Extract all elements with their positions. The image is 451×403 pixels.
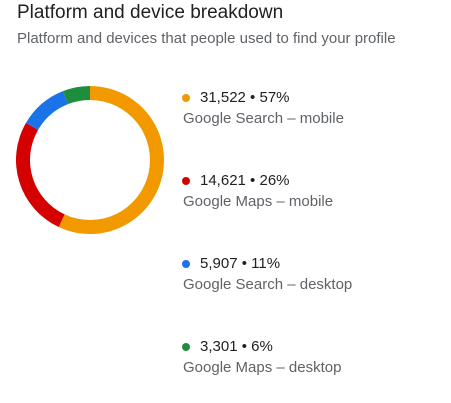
legend-value: 3,301 • 6% [200,338,273,355]
legend-item-search-desktop: 5,907 • 11% Google Search – desktop [182,252,442,300]
slice-maps-mobile [15,122,65,228]
legend-item-maps-mobile: 14,621 • 26% Google Maps – mobile [182,169,442,217]
legend-label: Google Maps – mobile [183,193,334,210]
legend-dot [182,260,190,268]
slice-search-desktop [25,91,69,130]
legend-item-maps-desktop: 3,301 • 6% Google Maps – desktop [182,335,442,383]
legend-label: Google Search – desktop [183,276,353,293]
donut-slices [15,86,165,235]
legend-dot [182,343,190,351]
legend-label: Google Maps – desktop [183,359,342,376]
legend-dot [182,177,190,185]
chart-subtitle: Platform and devices that people used to… [17,30,396,47]
legend-label: Google Search – mobile [183,110,344,127]
chart-title: Platform and device breakdown [17,2,284,23]
legend-value: 14,621 • 26% [200,172,290,189]
legend-value: 5,907 • 11% [200,255,281,272]
legend-item-search-mobile: 31,522 • 57% Google Search – mobile [182,86,442,134]
slice-maps-desktop [62,86,90,105]
slice-search-mobile [58,86,165,235]
legend-dot [182,94,190,102]
legend-value: 31,522 • 57% [200,89,290,106]
